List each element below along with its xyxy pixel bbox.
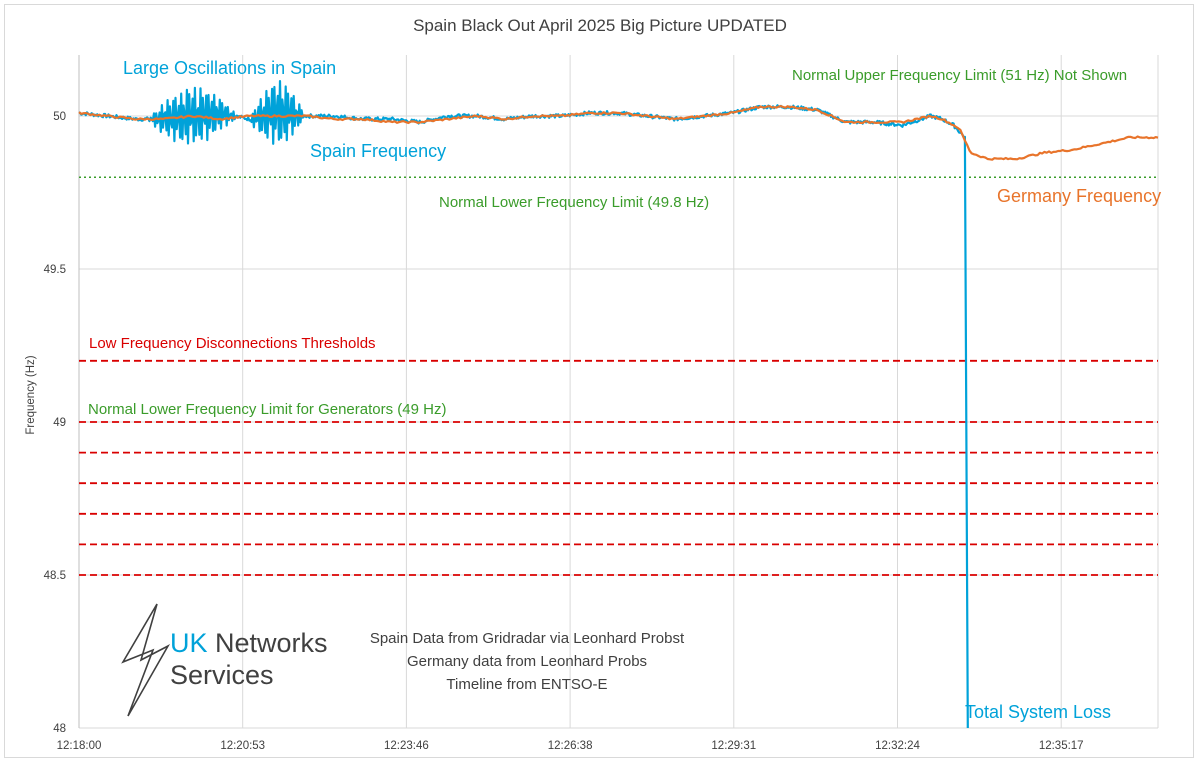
x-tick-label: 12:20:53: [220, 740, 265, 752]
x-tick-label: 12:18:00: [57, 740, 102, 752]
company-logo: UK Networks Services: [121, 603, 328, 717]
x-tick-label: 12:23:46: [384, 740, 429, 752]
logo-services: Services: [170, 660, 274, 690]
germany-frequency-line: [78, 104, 1159, 161]
logo-networks: Networks: [208, 628, 328, 658]
annotation-oscillations: Large Oscillations in Spain: [123, 58, 336, 78]
x-tick-label: 12:35:17: [1039, 740, 1084, 752]
y-tick-label: 49: [53, 417, 66, 429]
y-tick-label: 50: [53, 111, 66, 123]
annotation-upper-limit: Normal Upper Frequency Limit (51 Hz) Not…: [792, 67, 1127, 84]
x-tick-label: 12:26:38: [548, 740, 593, 752]
annotation-germany-frequency: Germany Frequency: [997, 186, 1161, 206]
reference-lines: [79, 176, 1158, 576]
chart-frame: [4, 4, 1194, 758]
logo-uk: UK: [170, 628, 208, 658]
annotation-total-system-loss: Total System Loss: [965, 702, 1111, 722]
axis-ticks: 12:18:00 12:20:53 12:23:46 12:26:38 12:29:31…: [44, 111, 1084, 752]
annotation-spain-frequency: Spain Frequency: [310, 141, 446, 161]
lightning-bolt-icon: [121, 603, 171, 717]
source-line-2: Germany data from Leonhard Probs: [407, 653, 647, 670]
y-axis-label: Frequency (Hz): [25, 355, 37, 434]
source-line-3: Timeline from ENTSO-E: [446, 676, 607, 693]
svg-text:UK Networks: UK Networks: [170, 628, 328, 658]
x-tick-label: 12:29:31: [711, 740, 756, 752]
y-tick-label: 48.5: [44, 570, 66, 582]
series-layer: [78, 79, 1159, 729]
annotation-lower-limit: Normal Lower Frequency Limit (49.8 Hz): [439, 194, 709, 211]
x-tick-label: 12:32:24: [875, 740, 920, 752]
y-tick-label: 49.5: [44, 264, 66, 276]
chart-title: Spain Black Out April 2025 Big Picture U…: [413, 16, 787, 35]
y-tick-label: 48: [53, 723, 66, 735]
annotation-disconnection-thresholds: Low Frequency Disconnections Thresholds: [89, 335, 376, 352]
source-line-1: Spain Data from Gridradar via Leonhard P…: [370, 630, 685, 647]
annotation-generator-limit: Normal Lower Frequency Limit for Generat…: [88, 401, 446, 418]
